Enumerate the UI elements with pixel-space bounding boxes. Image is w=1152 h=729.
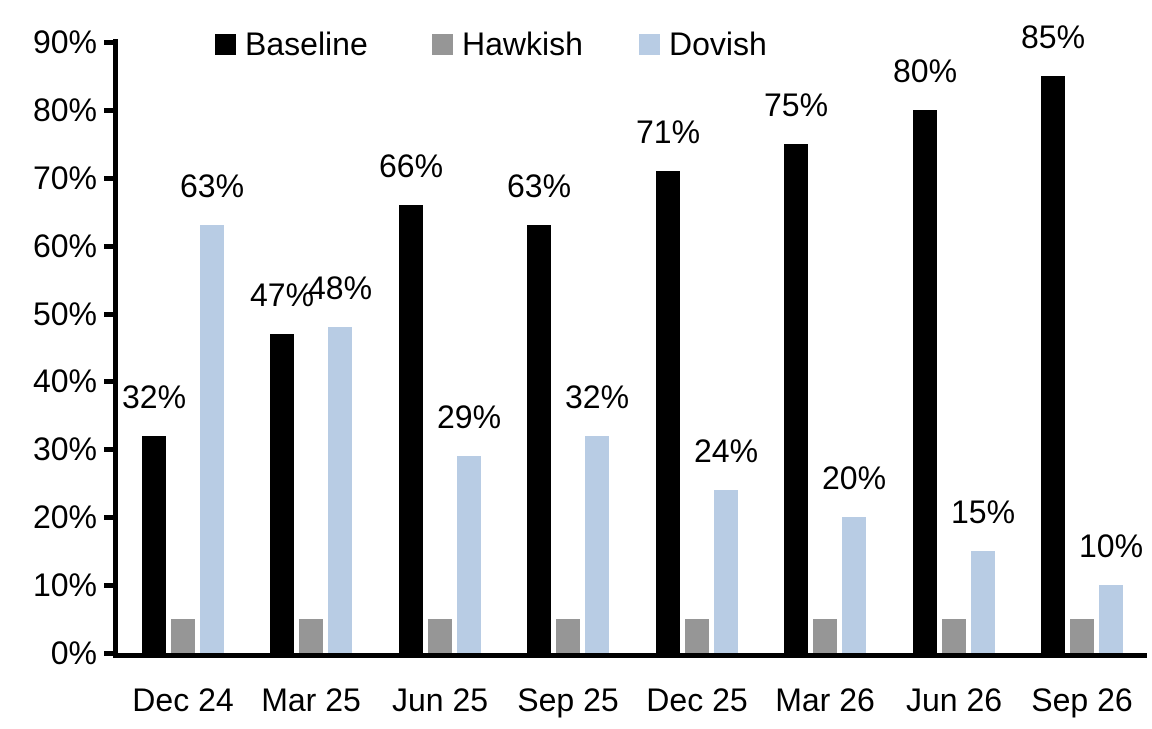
dovish-value-label: 10% <box>1078 528 1144 564</box>
baseline-bar <box>656 171 680 653</box>
y-axis-line <box>113 39 118 658</box>
x-tick-label: Dec 25 <box>646 682 748 718</box>
dovish-bar <box>714 490 738 653</box>
x-tick-label: Jun 25 <box>391 682 489 718</box>
dovish-bar <box>200 225 224 653</box>
baseline-bar <box>399 205 423 653</box>
y-axis-tick <box>104 176 113 181</box>
hawkish-bar <box>171 619 195 653</box>
dovish-bar <box>971 551 995 653</box>
legend-swatch-baseline <box>215 33 236 55</box>
legend-item-dovish: Dovish <box>639 24 767 64</box>
y-tick-label: 20% <box>32 499 97 535</box>
y-axis-tick <box>104 40 113 45</box>
dovish-bar <box>842 517 866 653</box>
y-axis-tick <box>104 244 113 249</box>
y-axis-tick <box>104 515 113 520</box>
baseline-value-label: 71% <box>635 114 701 150</box>
baseline-value-label: 66% <box>378 148 444 184</box>
hawkish-bar <box>942 619 966 653</box>
y-tick-label: 70% <box>32 160 97 196</box>
y-axis-tick <box>104 651 113 656</box>
x-tick-label: Jun 26 <box>905 682 1003 718</box>
x-tick-label: Sep 25 <box>517 682 619 718</box>
dovish-value-label: 32% <box>564 379 630 415</box>
legend-label-hawkish: Hawkish <box>462 25 583 62</box>
baseline-value-label: 80% <box>892 53 958 89</box>
y-tick-label: 60% <box>32 228 97 264</box>
dovish-value-label: 29% <box>436 399 502 435</box>
dovish-value-label: 48% <box>307 270 373 306</box>
y-tick-label: 0% <box>50 635 97 671</box>
hawkish-bar <box>685 619 709 653</box>
hawkish-bar <box>1070 619 1094 653</box>
y-axis-tick <box>104 583 113 588</box>
legend-label-baseline: Baseline <box>245 25 368 62</box>
baseline-bar <box>270 334 294 653</box>
y-axis-tick <box>104 447 113 452</box>
y-tick-label: 90% <box>32 24 97 60</box>
hawkish-bar <box>428 619 452 653</box>
x-tick-label: Sep 26 <box>1031 682 1133 718</box>
dovish-bar <box>328 327 352 653</box>
y-tick-label: 10% <box>32 567 97 603</box>
hawkish-bar <box>556 619 580 653</box>
baseline-value-label: 32% <box>121 379 187 415</box>
hawkish-bar <box>813 619 837 653</box>
dovish-value-label: 63% <box>179 168 245 204</box>
x-tick-label: Mar 25 <box>261 682 361 718</box>
baseline-bar <box>142 436 166 653</box>
baseline-bar <box>913 110 937 653</box>
x-axis-line <box>113 653 1147 658</box>
dovish-bar <box>1099 585 1123 653</box>
hawkish-bar <box>299 619 323 653</box>
x-tick-label: Mar 26 <box>775 682 875 718</box>
baseline-bar <box>527 225 551 653</box>
dovish-value-label: 15% <box>950 494 1016 530</box>
y-axis-tick <box>104 108 113 113</box>
baseline-value-label: 85% <box>1020 19 1086 55</box>
legend-item-hawkish: Hawkish <box>432 24 583 64</box>
y-axis-tick <box>104 379 113 384</box>
y-tick-label: 50% <box>32 296 97 332</box>
y-axis-tick <box>104 312 113 317</box>
legend-item-baseline: Baseline <box>215 24 368 64</box>
dovish-bar <box>457 456 481 653</box>
y-tick-label: 40% <box>32 363 97 399</box>
legend-label-dovish: Dovish <box>669 25 767 62</box>
baseline-value-label: 75% <box>763 87 829 123</box>
baseline-bar <box>784 144 808 653</box>
legend-swatch-hawkish <box>432 33 453 55</box>
legend-swatch-dovish <box>639 33 660 55</box>
baseline-value-label: 47% <box>249 277 315 313</box>
y-tick-label: 80% <box>32 92 97 128</box>
baseline-value-label: 63% <box>506 168 572 204</box>
dovish-value-label: 24% <box>693 433 759 469</box>
y-tick-label: 30% <box>32 431 97 467</box>
dovish-value-label: 20% <box>821 460 887 496</box>
baseline-bar <box>1041 76 1065 653</box>
x-tick-label: Dec 24 <box>132 682 234 718</box>
dovish-bar <box>585 436 609 653</box>
